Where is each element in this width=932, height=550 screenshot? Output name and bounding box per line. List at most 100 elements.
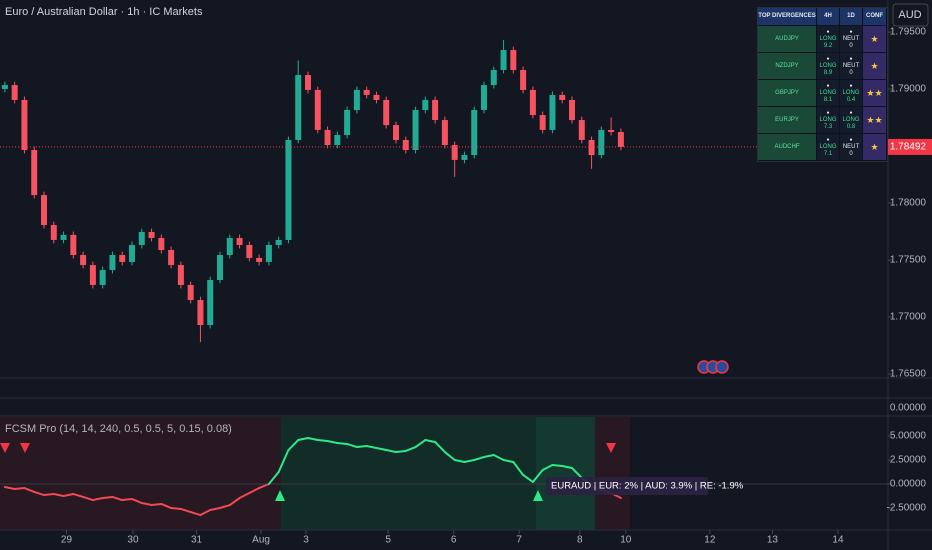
signal-icon: ● [826,109,830,116]
buy-signal [533,490,543,501]
indicator-segment [385,449,397,454]
indicator-segment [571,466,583,479]
indicator-segment [72,492,85,498]
table-header: TOP DIVERGENCES 4H 1D CONF [758,8,887,26]
y-tick-label: 2.50000 [890,455,927,466]
score: 7.1 [823,150,833,157]
y-tick-label: 1.77000 [890,312,927,323]
signal-cell: ● LONG 7.1 [817,134,840,161]
candle-body [187,284,194,301]
indicator-segment [297,437,309,442]
score: 0 [849,150,853,157]
candle-body [31,150,38,196]
y-tick-label: 1.76500 [890,369,927,380]
indicator-segment [541,464,554,471]
column-header: 4H [817,8,840,26]
y-tick-label: 1.79500 [890,27,927,38]
indicator-segment [492,454,505,462]
flag-icon[interactable] [715,360,729,374]
indicator-segment [209,507,221,512]
candle-body [226,238,233,256]
candle-body [529,89,536,116]
indicator-segment [307,437,319,442]
confidence: ★ [863,26,887,53]
indicator-segment [473,456,485,462]
candle-body [490,69,497,86]
candle-body [197,300,204,325]
plot-area: 1.76500 1.77000 1.77500 1.78000 1.79000 1.795… [0,27,932,546]
currency-button[interactable] [892,3,929,27]
confidence-star: ★ [874,87,883,98]
indicator-segment [551,464,564,467]
candle-body [207,279,214,325]
indicator-segment [219,504,231,510]
candle-body [89,265,96,285]
x-tick-label: 14 [832,535,844,546]
y-tick-label: 1.78000 [890,198,927,209]
indicator-segment [463,459,476,464]
candle-body [334,134,341,145]
candle-body [119,255,126,262]
table-row[interactable]: GBPJPY ● LONG 8.1 ● LONG 0.4 ★ ★ [758,80,887,107]
y-tick-label: 5.00000 [890,431,927,442]
currency-label[interactable]: AUD [898,9,921,21]
indicator-segment [453,459,466,464]
pair: EURJPY [758,107,817,134]
candle-body [11,85,18,100]
sell-signal [606,443,616,453]
indicator-segment [91,497,104,502]
indicator-segment [52,492,65,498]
candle-body [402,139,409,151]
indicator-segment [43,492,55,497]
indicator-segment [424,439,437,443]
column-header: CONF [863,8,887,26]
indicator-segment [62,492,75,498]
confidence-star: ★ [866,87,875,98]
indicator-segment [414,439,427,449]
candle-body [305,75,311,90]
candle-body [21,99,28,151]
signal: LONG [842,116,860,123]
y-tick-label: 0.00000 [890,479,927,490]
indicator-segment [326,440,339,445]
table-row[interactable]: EURJPY ● LONG 7.3 ● LONG 0.8 ★ ★ [758,107,887,134]
score: 7.3 [823,123,833,130]
x-tick-label: 6 [451,535,457,546]
candle-body [275,239,282,245]
x-tick-label: 30 [127,535,139,546]
x-tick-label: 12 [704,535,716,546]
candle-body [1,85,8,90]
candle-body [129,244,135,262]
score: 8.1 [823,96,833,103]
candle-body [422,99,429,111]
table-row[interactable]: NZDJPY ● LONG 8.9 ● NEUT 0 ★ [758,53,887,80]
indicator-segment [277,449,290,474]
candle-body [217,255,223,280]
event-flags [697,360,729,374]
candle-body [177,265,184,285]
signal-icon: ● [849,82,853,89]
indicator-segment [316,439,329,443]
indicator-segment [443,451,456,462]
candle-body [373,94,380,100]
candle-body [363,89,370,95]
candle-body [50,225,57,240]
indicator-segment [502,459,515,464]
table-row[interactable]: AUDJPY ● LONG 9.2 ● NEUT 0 ★ [758,26,887,53]
candle-body [412,110,419,151]
volume-tick-label: 0.00000 [890,403,927,414]
signal-cell: ● NEUT 0 [840,26,863,53]
signal-cell: ● NEUT 0 [840,53,863,80]
indicator-segment [33,490,45,497]
candle-body [265,244,272,262]
score: 0.4 [846,96,856,103]
indicator-segment [160,502,173,510]
signal-cell: ● LONG 0.4 [840,80,863,107]
candle-body [246,244,253,258]
signal-icon: ● [826,55,830,62]
y-tick-label: 1.79000 [890,84,927,95]
candle-body [236,238,243,245]
indicator-title: FCSM Pro (14, 14, 240, 0.5, 0.5, 5, 0.15… [5,423,232,435]
table-row[interactable]: AUDCHF ● LONG 7.1 ● NEUT 0 ★ [758,134,887,161]
buy-signal [275,490,285,501]
